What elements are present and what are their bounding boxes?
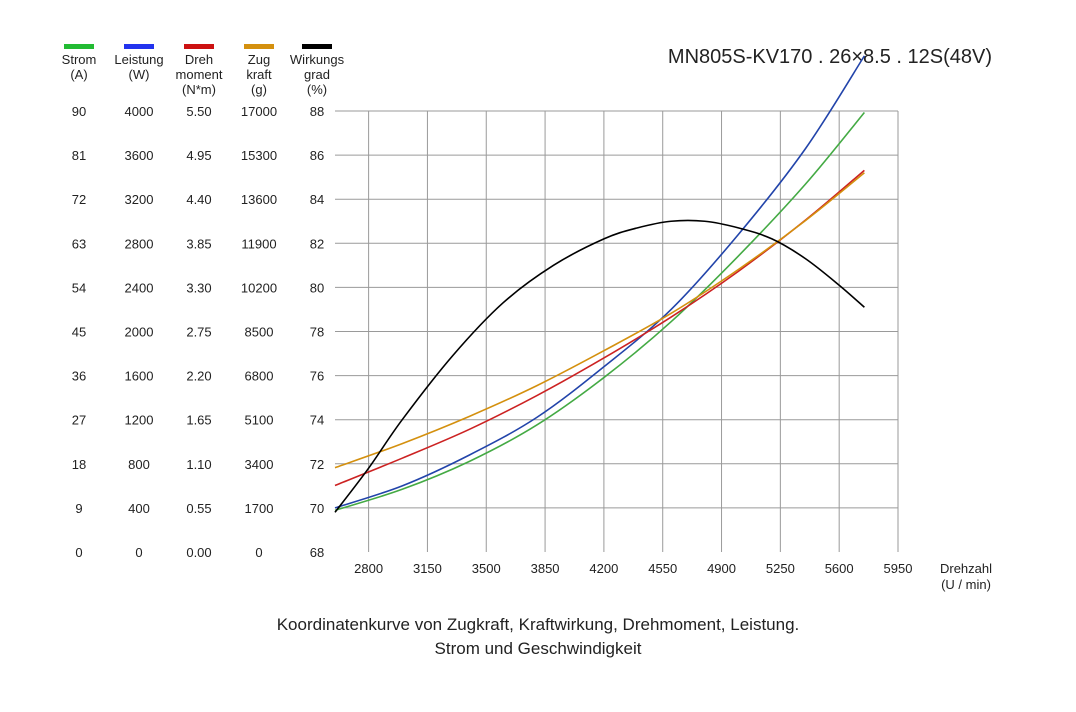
- zugkraft-tick-label: 10200: [241, 280, 277, 295]
- series-lines: [334, 55, 866, 513]
- wirkungsgrad-tick-label: 82: [310, 236, 324, 251]
- x-tick-label: 2800: [354, 561, 383, 576]
- wirkungsgrad-tick-label: 78: [310, 325, 324, 340]
- wirkungsgrad-tick-label: 70: [310, 501, 324, 516]
- strom-tick-label: 54: [72, 280, 86, 295]
- drehmoment-tick-label: 0.55: [186, 501, 211, 516]
- wirkungsgrad-legend-label: grad: [304, 67, 330, 82]
- strom-tick-label: 72: [72, 192, 86, 207]
- leistung-tick-label: 1200: [125, 413, 154, 428]
- x-axis: 2800 3150 3500 3850 4200 4550 4900 5250 5600 5950: [354, 561, 912, 576]
- wirkungsgrad-tick-label: 68: [310, 545, 324, 560]
- strom-legend-swatch: [64, 44, 94, 49]
- drehmoment-tick-label: 1.65: [186, 413, 211, 428]
- wirkungsgrad-tick-label: 80: [310, 280, 324, 295]
- strom-tick-label: 63: [72, 236, 86, 251]
- y-axes: 0918273645546372819004008001200160020002…: [72, 104, 324, 560]
- x-tick-label: 5600: [825, 561, 854, 576]
- zugkraft-tick-label: 13600: [241, 192, 277, 207]
- leistung-tick-label: 800: [128, 457, 150, 472]
- zugkraft-legend-label: kraft: [246, 67, 272, 82]
- strom-tick-label: 27: [72, 413, 86, 428]
- strom-legend-label: (A): [70, 67, 87, 82]
- x-tick-label: 3500: [472, 561, 501, 576]
- x-tick-label: 4550: [648, 561, 677, 576]
- zugkraft-tick-label: 6800: [245, 369, 274, 384]
- strom-tick-label: 9: [75, 501, 82, 516]
- drehmoment-tick-label: 4.40: [186, 192, 211, 207]
- drehmoment-tick-label: 1.10: [186, 457, 211, 472]
- drehmoment-legend-label: Dreh: [185, 52, 213, 67]
- leistung-tick-label: 2000: [125, 325, 154, 340]
- x-tick-label: 3150: [413, 561, 442, 576]
- leistung-tick-label: 3200: [125, 192, 154, 207]
- x-tick-label: 5950: [884, 561, 913, 576]
- strom-legend-label: Strom: [62, 52, 97, 67]
- leistung-legend-label: (W): [129, 67, 150, 82]
- zugkraft-legend-label: (g): [251, 82, 267, 97]
- drehmoment-tick-label: 2.75: [186, 325, 211, 340]
- leistung-tick-label: 3600: [125, 148, 154, 163]
- x-axis-label-line1: Drehzahl: [940, 561, 992, 576]
- strom-series-line: [334, 111, 866, 512]
- zugkraft-tick-label: 11900: [241, 236, 276, 251]
- x-axis-label-line2: (U / min): [941, 577, 991, 592]
- zugkraft-series-line: [334, 172, 865, 469]
- grid: [335, 110, 899, 552]
- x-tick-label: 4900: [707, 561, 736, 576]
- drehmoment-tick-label: 3.30: [186, 280, 211, 295]
- drehmoment-tick-label: 3.85: [186, 236, 211, 251]
- strom-tick-label: 90: [72, 104, 86, 119]
- caption-line2: Strom und Geschwindigkeit: [435, 639, 642, 658]
- zugkraft-tick-label: 3400: [245, 457, 274, 472]
- drehmoment-legend-label: (N*m): [182, 82, 216, 97]
- strom-tick-label: 0: [75, 545, 82, 560]
- wirkungsgrad-tick-label: 86: [310, 148, 324, 163]
- zugkraft-tick-label: 1700: [245, 501, 274, 516]
- drehmoment-legend-label: moment: [176, 67, 223, 82]
- strom-tick-label: 81: [72, 148, 86, 163]
- chart-title: MN805S-KV170 . 26×8.5 . 12S(48V): [668, 46, 992, 68]
- wirkungsgrad-legend-label: (%): [307, 82, 327, 97]
- leistung-tick-label: 2400: [125, 280, 154, 295]
- zugkraft-tick-label: 17000: [241, 104, 277, 119]
- x-tick-label: 3850: [531, 561, 560, 576]
- drehmoment-tick-label: 0.00: [186, 545, 211, 560]
- zugkraft-tick-label: 5100: [245, 413, 274, 428]
- leistung-tick-label: 4000: [125, 104, 154, 119]
- zugkraft-legend-swatch: [244, 44, 274, 49]
- drehmoment-tick-label: 2.20: [186, 369, 211, 384]
- legend: Strom(A) Leistung(W) Drehmoment(N*m) Zugkra…: [62, 44, 345, 97]
- leistung-tick-label: 2800: [125, 236, 154, 251]
- strom-tick-label: 36: [72, 369, 86, 384]
- caption-line1: Koordinatenkurve von Zugkraft, Kraftwirk…: [277, 615, 800, 634]
- leistung-tick-label: 1600: [125, 369, 154, 384]
- zugkraft-tick-label: 15300: [241, 148, 277, 163]
- wirkungsgrad-legend-label: Wirkungs: [290, 52, 345, 67]
- zugkraft-tick-label: 0: [255, 545, 262, 560]
- strom-tick-label: 18: [72, 457, 86, 472]
- x-tick-label: 4200: [589, 561, 618, 576]
- wirkungsgrad-tick-label: 88: [310, 104, 324, 119]
- leistung-series-line: [334, 55, 866, 509]
- zugkraft-tick-label: 8500: [245, 325, 274, 340]
- zugkraft-legend-label: Zug: [248, 52, 270, 67]
- wirkungsgrad-tick-label: 76: [310, 369, 324, 384]
- drehmoment-tick-label: 5.50: [186, 104, 211, 119]
- wirkungsgrad-series-line: [334, 219, 865, 513]
- wirkungsgrad-tick-label: 84: [310, 192, 324, 207]
- leistung-legend-swatch: [124, 44, 154, 49]
- leistung-tick-label: 0: [135, 545, 142, 560]
- drehmoment-tick-label: 4.95: [186, 148, 211, 163]
- strom-tick-label: 45: [72, 325, 86, 340]
- wirkungsgrad-tick-label: 74: [310, 413, 324, 428]
- wirkungsgrad-legend-swatch: [302, 44, 332, 49]
- wirkungsgrad-tick-label: 72: [310, 457, 324, 472]
- x-tick-label: 5250: [766, 561, 795, 576]
- drehmoment-legend-swatch: [184, 44, 214, 49]
- leistung-legend-label: Leistung: [114, 52, 163, 67]
- leistung-tick-label: 400: [128, 501, 150, 516]
